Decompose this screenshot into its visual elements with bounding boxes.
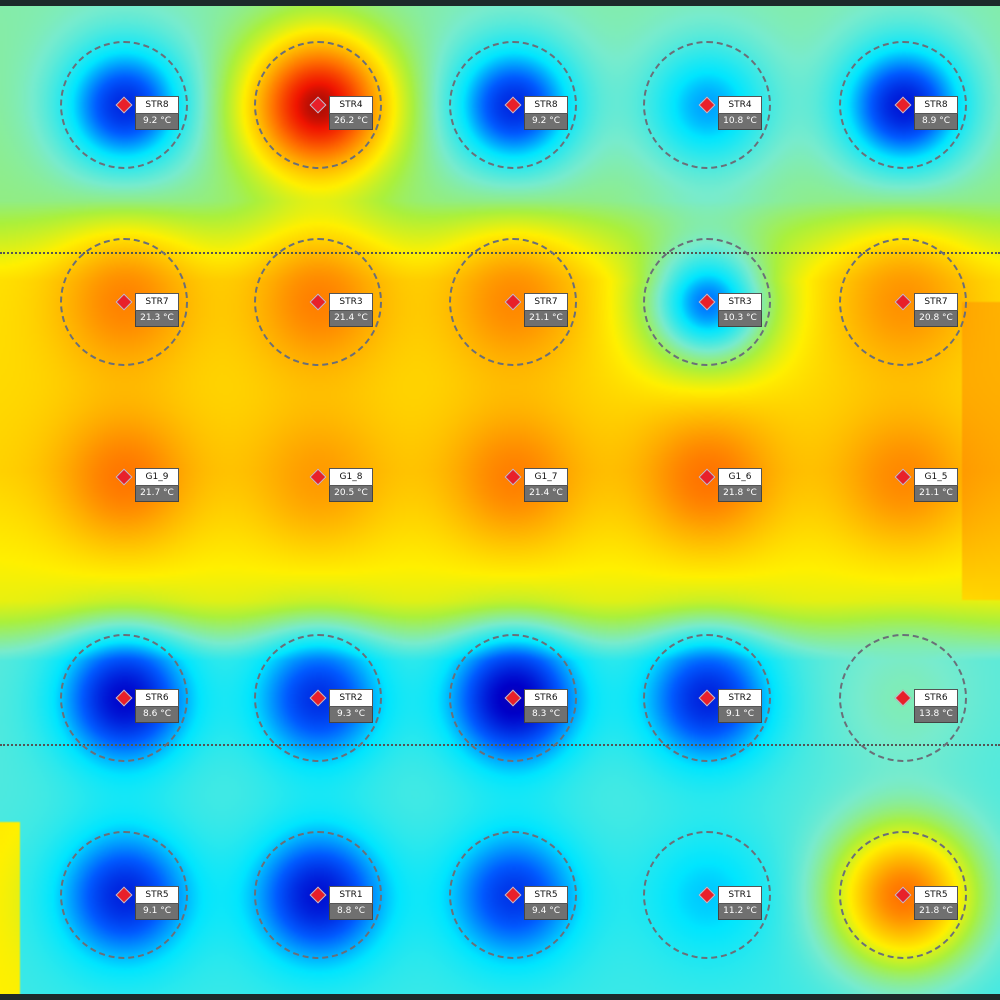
sensor-temperature: 20.8 °C: [914, 311, 958, 327]
sensor-zone-circle: [60, 238, 188, 366]
sensor-temperature: 21.1 °C: [914, 486, 958, 502]
sensor-label[interactable]: STR2 9.1 °C: [718, 689, 762, 723]
sensor-name: G1_8: [329, 468, 373, 486]
sensor-name: STR2: [329, 689, 373, 707]
sensor-zone-circle: [449, 238, 577, 366]
sensor-name: STR8: [524, 96, 568, 114]
sensor-name: STR7: [914, 293, 958, 311]
sensor-temperature: 11.2 °C: [718, 904, 762, 920]
sensor-name: STR2: [718, 689, 762, 707]
sensor-temperature: 26.2 °C: [329, 114, 373, 130]
sensor-label[interactable]: G1_7 21.4 °C: [524, 468, 568, 502]
sensor-label[interactable]: G1_6 21.8 °C: [718, 468, 762, 502]
sensor-zone-circle: [839, 238, 967, 366]
sensor-label[interactable]: STR4 26.2 °C: [329, 96, 373, 130]
frame-border-top: [0, 0, 1000, 6]
sensor-zone-circle: [643, 238, 771, 366]
sensor-name: STR3: [329, 293, 373, 311]
sensor-zone-circle: [839, 634, 967, 762]
sensor-label[interactable]: STR3 21.4 °C: [329, 293, 373, 327]
sensor-zone-circle: [643, 634, 771, 762]
sensor-temperature: 8.9 °C: [914, 114, 958, 130]
sensor-label[interactable]: STR6 8.6 °C: [135, 689, 179, 723]
sensor-temperature: 21.7 °C: [135, 486, 179, 502]
sensor-label[interactable]: STR5 9.4 °C: [524, 886, 568, 920]
sensor-name: STR5: [135, 886, 179, 904]
sensor-temperature: 21.1 °C: [524, 311, 568, 327]
sensor-zone-circle: [254, 41, 382, 169]
sensor-zone-circle: [643, 831, 771, 959]
sensor-name: G1_5: [914, 468, 958, 486]
sensor-name: STR4: [329, 96, 373, 114]
sensor-name: STR5: [524, 886, 568, 904]
sensor-temperature: 21.3 °C: [135, 311, 179, 327]
sensor-temperature: 21.8 °C: [718, 486, 762, 502]
sensor-label[interactable]: STR7 21.3 °C: [135, 293, 179, 327]
sensor-label[interactable]: STR6 13.8 °C: [914, 689, 958, 723]
sensor-label[interactable]: STR1 11.2 °C: [718, 886, 762, 920]
sensor-temperature: 10.8 °C: [718, 114, 762, 130]
sensor-label[interactable]: STR4 10.8 °C: [718, 96, 762, 130]
sensor-name: STR6: [914, 689, 958, 707]
sensor-zone-circle: [60, 634, 188, 762]
sensor-temperature: 21.8 °C: [914, 904, 958, 920]
sensor-name: G1_9: [135, 468, 179, 486]
sensor-label[interactable]: G1_9 21.7 °C: [135, 468, 179, 502]
sensor-temperature: 9.3 °C: [329, 707, 373, 723]
sensor-zone-circle: [839, 41, 967, 169]
sensor-name: STR8: [135, 96, 179, 114]
sensor-name: G1_6: [718, 468, 762, 486]
sensor-label[interactable]: STR7 20.8 °C: [914, 293, 958, 327]
sensor-zone-circle: [449, 634, 577, 762]
sensor-label[interactable]: G1_5 21.1 °C: [914, 468, 958, 502]
sensor-temperature: 8.8 °C: [329, 904, 373, 920]
sensor-temperature: 10.3 °C: [718, 311, 762, 327]
sensor-name: STR1: [329, 886, 373, 904]
sensor-label[interactable]: STR8 9.2 °C: [135, 96, 179, 130]
sensor-name: STR5: [914, 886, 958, 904]
sensor-zone-circle: [254, 634, 382, 762]
sensor-name: STR3: [718, 293, 762, 311]
sensor-label[interactable]: STR2 9.3 °C: [329, 689, 373, 723]
frame-border-bottom: [0, 994, 1000, 1000]
sensor-zone-circle: [60, 41, 188, 169]
sensor-temperature: 9.1 °C: [718, 707, 762, 723]
sensor-zone-circle: [839, 831, 967, 959]
sensor-label[interactable]: STR5 9.1 °C: [135, 886, 179, 920]
sensor-temperature: 13.8 °C: [914, 707, 958, 723]
sensor-temperature: 9.4 °C: [524, 904, 568, 920]
sensor-zone-circle: [449, 41, 577, 169]
sensor-zone-circle: [449, 831, 577, 959]
sensor-temperature: 9.2 °C: [524, 114, 568, 130]
sensor-zone-circle: [254, 238, 382, 366]
sensor-label[interactable]: STR5 21.8 °C: [914, 886, 958, 920]
sensor-label[interactable]: STR6 8.3 °C: [524, 689, 568, 723]
sensor-label[interactable]: STR8 9.2 °C: [524, 96, 568, 130]
sensor-temperature: 21.4 °C: [329, 311, 373, 327]
sensor-temperature: 8.3 °C: [524, 707, 568, 723]
sensor-label[interactable]: G1_8 20.5 °C: [329, 468, 373, 502]
sensor-zone-circle: [643, 41, 771, 169]
sensor-name: STR1: [718, 886, 762, 904]
sensor-name: STR7: [524, 293, 568, 311]
sensor-name: STR7: [135, 293, 179, 311]
sensor-temperature: 20.5 °C: [329, 486, 373, 502]
sensor-label[interactable]: STR7 21.1 °C: [524, 293, 568, 327]
sensor-temperature: 9.2 °C: [135, 114, 179, 130]
sensor-name: STR4: [718, 96, 762, 114]
sensor-label[interactable]: STR8 8.9 °C: [914, 96, 958, 130]
sensor-label[interactable]: STR3 10.3 °C: [718, 293, 762, 327]
sensor-label[interactable]: STR1 8.8 °C: [329, 886, 373, 920]
sensor-temperature: 9.1 °C: [135, 904, 179, 920]
sensor-temperature: 8.6 °C: [135, 707, 179, 723]
sensor-name: G1_7: [524, 468, 568, 486]
sensor-temperature: 21.4 °C: [524, 486, 568, 502]
sensor-name: STR8: [914, 96, 958, 114]
sensor-zone-circle: [60, 831, 188, 959]
sensor-zone-circle: [254, 831, 382, 959]
sensor-name: STR6: [135, 689, 179, 707]
sensor-name: STR6: [524, 689, 568, 707]
